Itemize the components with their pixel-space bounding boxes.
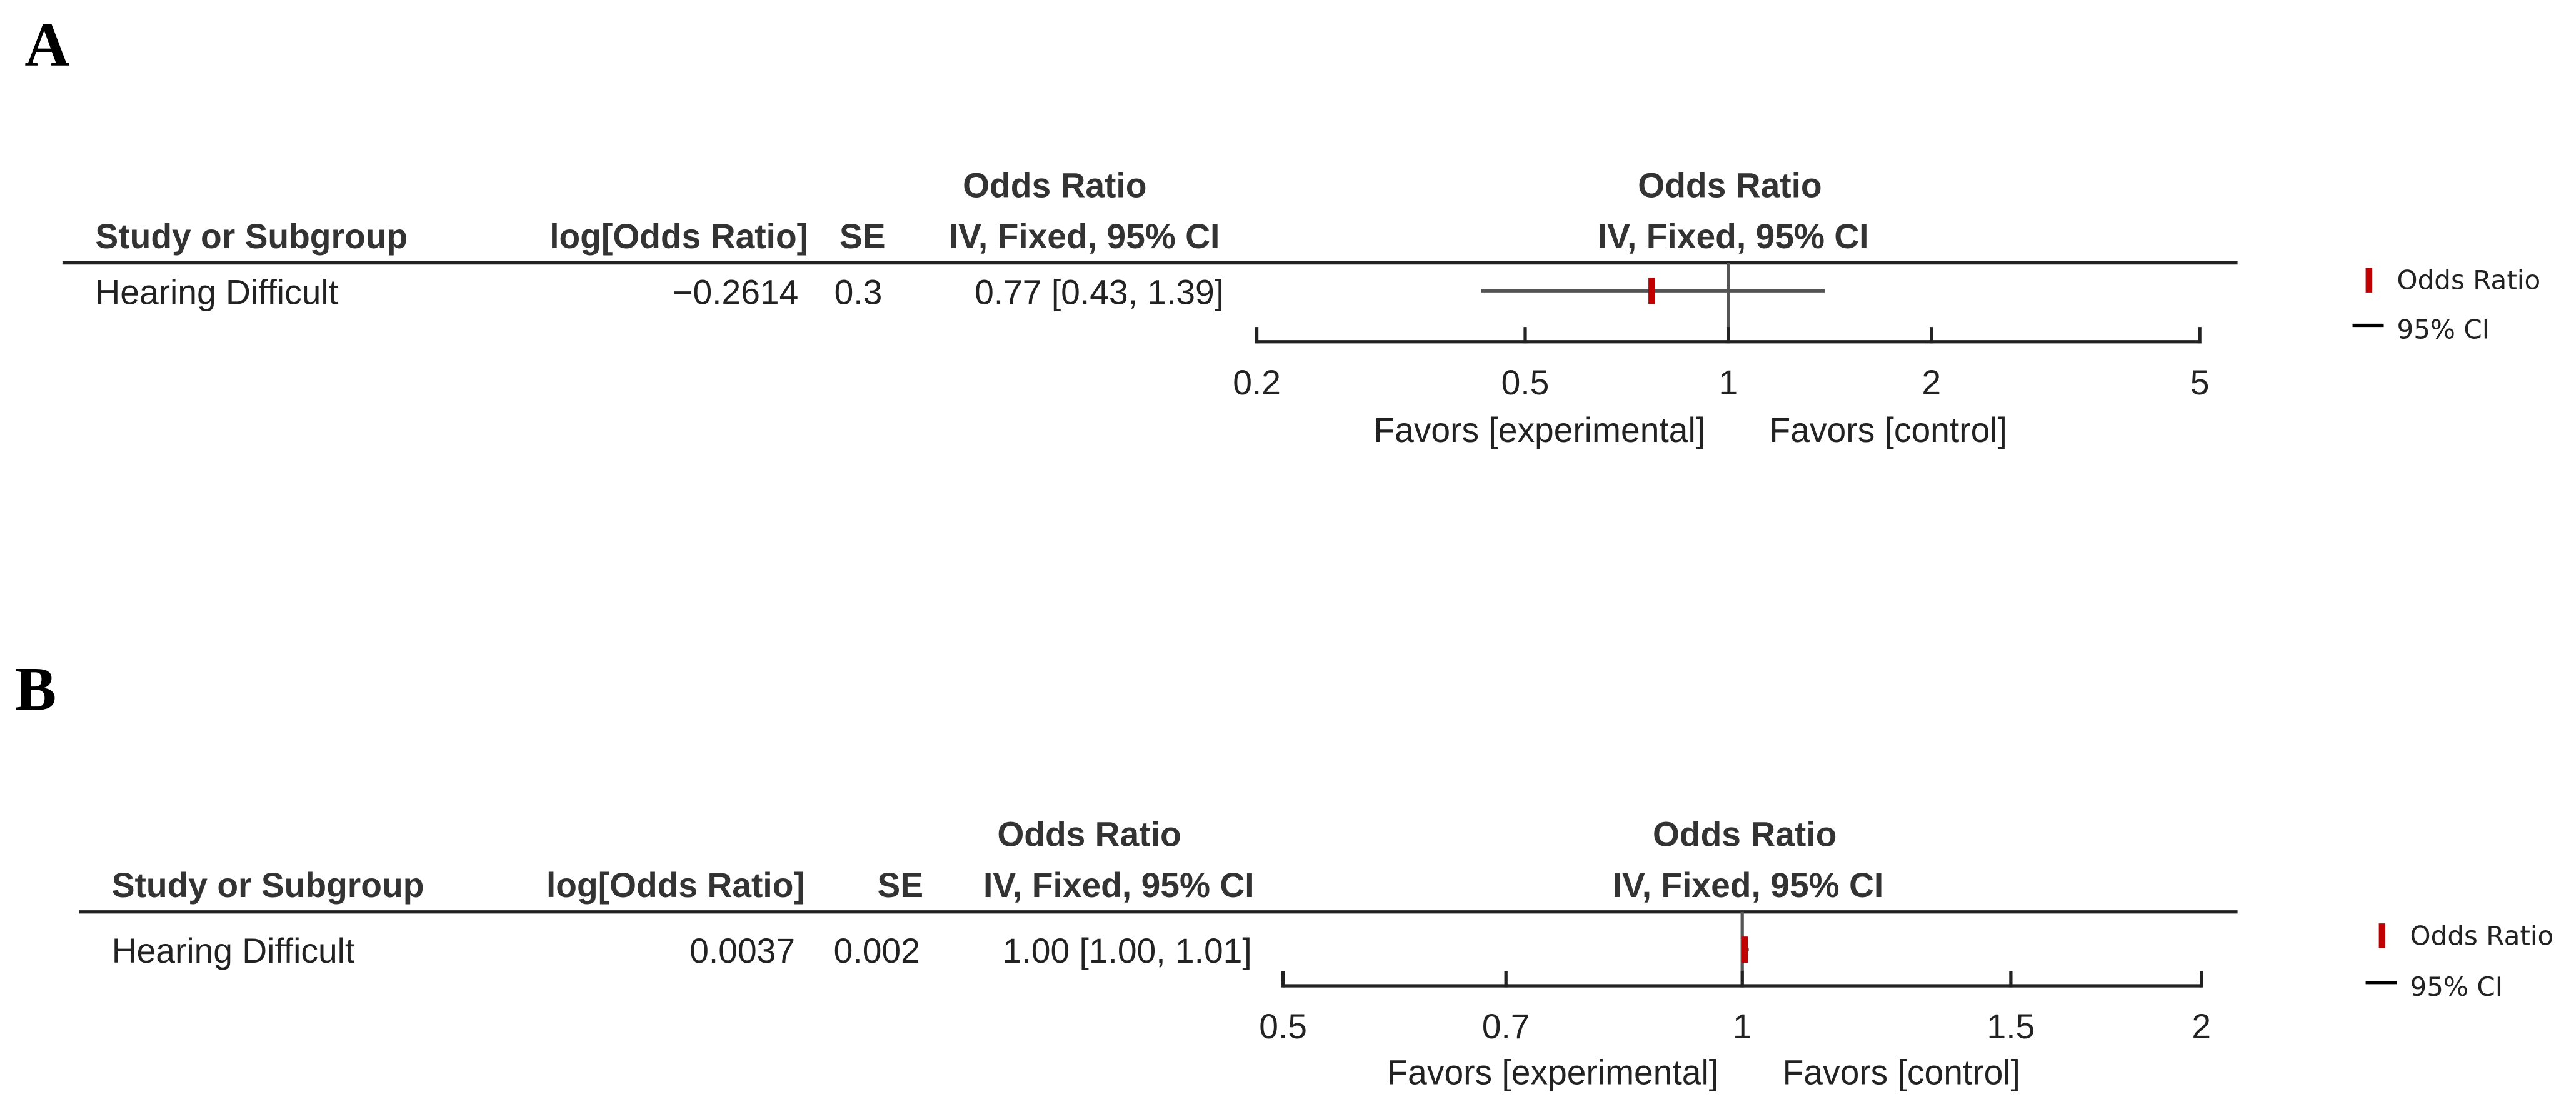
panel-label: B: [15, 654, 57, 723]
study-name: Hearing Difficult: [95, 273, 338, 311]
column-header: SE: [877, 866, 923, 905]
estimate-header: IV, Fixed, 95% CI: [949, 217, 1220, 256]
column-header: Study or Subgroup: [95, 217, 408, 256]
x-tick-label: 1.5: [1987, 1007, 2035, 1046]
log-or: 0.0037: [689, 931, 795, 970]
x-tick-label: 2: [1922, 363, 1941, 402]
x-tick-label: 5: [2190, 363, 2210, 402]
estimate: 0.77 [0.43, 1.39]: [975, 273, 1224, 311]
estimate: 1.00 [1.00, 1.01]: [1003, 931, 1252, 970]
study-name: Hearing Difficult: [112, 931, 355, 970]
favors-label: Favors [experimental]: [1386, 1053, 1718, 1092]
column-header: log[Odds Ratio]: [546, 866, 805, 905]
x-tick-label: 0.2: [1233, 363, 1281, 402]
x-tick-label: 1: [1719, 363, 1738, 402]
legend-label: 95% CI: [2410, 971, 2503, 1002]
legend-label: 95% CI: [2397, 314, 2490, 345]
estimate-marker: [1741, 936, 1748, 963]
estimate-header: IV, Fixed, 95% CI: [983, 866, 1255, 905]
plot-header: IV, Fixed, 95% CI: [1598, 217, 1869, 256]
x-tick-label: 2: [2192, 1007, 2211, 1046]
favors-label: Favors [control]: [1770, 411, 2007, 449]
se: 0.002: [834, 931, 920, 970]
legend-marker: [2365, 268, 2373, 293]
column-header: Study or Subgroup: [112, 866, 424, 905]
estimate-header: Odds Ratio: [997, 815, 1181, 854]
x-tick-label: 1: [1733, 1007, 1752, 1046]
legend-label: Odds Ratio: [2410, 920, 2554, 951]
log-or: −0.2614: [673, 273, 798, 311]
legend-label: Odds Ratio: [2397, 265, 2541, 296]
plot-header: Odds Ratio: [1638, 166, 1822, 204]
se: 0.3: [834, 273, 883, 311]
x-tick-label: 0.7: [1482, 1007, 1530, 1046]
panel-label: A: [24, 10, 69, 79]
estimate-marker: [1648, 278, 1655, 304]
plot-header: Odds Ratio: [1653, 815, 1837, 854]
x-tick-label: 0.5: [1259, 1007, 1307, 1046]
column-header: SE: [839, 217, 886, 256]
x-tick-label: 0.5: [1501, 363, 1550, 402]
column-header: log[Odds Ratio]: [549, 217, 808, 256]
favors-label: Favors [control]: [1783, 1053, 2020, 1092]
favors-label: Favors [experimental]: [1373, 411, 1705, 449]
estimate-header: Odds Ratio: [963, 166, 1146, 204]
legend-marker: [2378, 923, 2386, 948]
plot-header: IV, Fixed, 95% CI: [1613, 866, 1884, 905]
